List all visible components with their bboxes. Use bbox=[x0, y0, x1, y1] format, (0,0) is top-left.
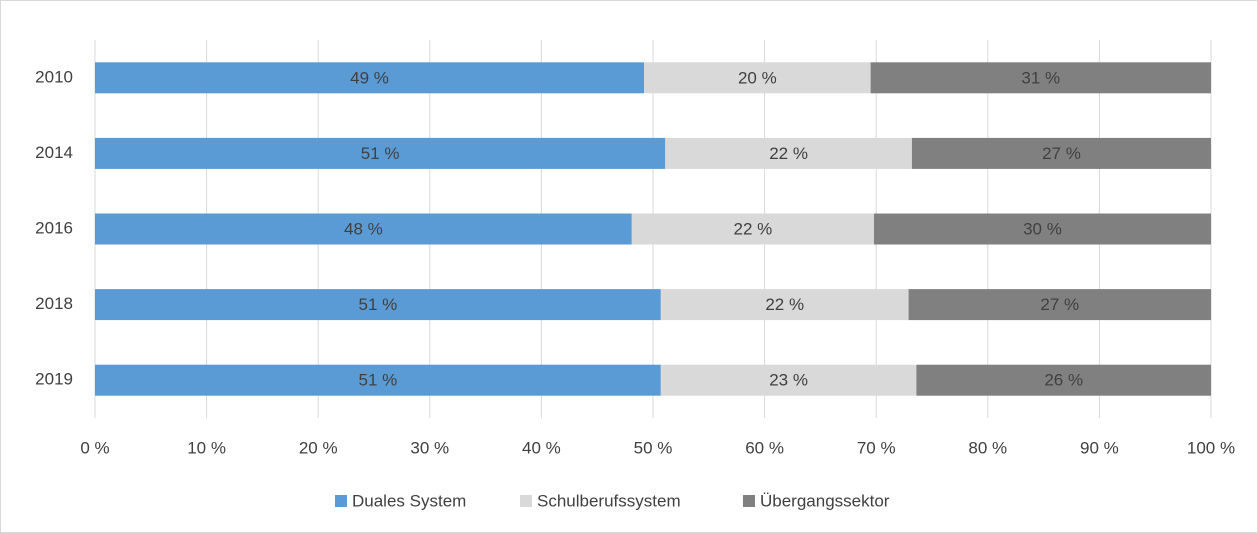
data-label: 22 % bbox=[765, 295, 804, 314]
x-tick-label: 10 % bbox=[187, 438, 226, 457]
x-tick-label: 20 % bbox=[299, 438, 338, 457]
bar-segment bbox=[660, 364, 917, 396]
bar-segment bbox=[916, 364, 1211, 396]
y-tick-label: 2018 bbox=[35, 294, 73, 313]
bar-segment bbox=[911, 137, 1211, 169]
x-tick-label: 40 % bbox=[522, 438, 561, 457]
x-tick-label: 30 % bbox=[410, 438, 449, 457]
bar-segment bbox=[873, 213, 1211, 245]
data-label: 51 % bbox=[361, 144, 400, 163]
legend-swatch bbox=[520, 495, 532, 507]
bar-segment bbox=[95, 62, 645, 94]
bar-segment bbox=[95, 364, 661, 396]
legend-label: Übergangssektor bbox=[760, 491, 890, 510]
legend-label: Schulberufssystem bbox=[537, 491, 681, 510]
x-tick-label: 100 % bbox=[1187, 438, 1235, 457]
bar-segment bbox=[95, 213, 632, 245]
bar-segment bbox=[631, 213, 874, 245]
data-label: 48 % bbox=[344, 219, 383, 238]
data-label: 23 % bbox=[769, 371, 808, 390]
x-tick-label: 90 % bbox=[1080, 438, 1119, 457]
bar-segment bbox=[665, 137, 912, 169]
x-tick-label: 0 % bbox=[80, 438, 109, 457]
data-label: 22 % bbox=[734, 219, 773, 238]
x-tick-label: 60 % bbox=[745, 438, 784, 457]
y-tick-label: 2016 bbox=[35, 218, 73, 237]
data-label: 26 % bbox=[1044, 371, 1083, 390]
x-tick-label: 80 % bbox=[968, 438, 1007, 457]
legend-swatch bbox=[743, 495, 755, 507]
bar-segment bbox=[660, 289, 909, 321]
y-tick-label: 2019 bbox=[35, 370, 73, 389]
x-tick-label: 70 % bbox=[857, 438, 896, 457]
legend-swatch bbox=[335, 495, 347, 507]
data-label: 31 % bbox=[1021, 68, 1060, 87]
data-label: 27 % bbox=[1040, 295, 1079, 314]
y-tick-label: 2014 bbox=[35, 143, 73, 162]
x-tick-label: 50 % bbox=[634, 438, 673, 457]
data-label: 22 % bbox=[769, 144, 808, 163]
legend-label: Duales System bbox=[352, 491, 466, 510]
data-label: 20 % bbox=[738, 68, 777, 87]
bar-segment bbox=[870, 62, 1211, 94]
data-label: 49 % bbox=[350, 68, 389, 87]
y-tick-label: 2010 bbox=[35, 67, 73, 86]
bar-segment bbox=[644, 62, 871, 94]
data-label: 27 % bbox=[1042, 144, 1081, 163]
data-label: 51 % bbox=[359, 371, 398, 390]
bar-segment bbox=[908, 289, 1211, 321]
data-label: 30 % bbox=[1023, 219, 1062, 238]
bar-segment bbox=[95, 137, 666, 169]
data-label: 51 % bbox=[359, 295, 398, 314]
bar-segment bbox=[95, 289, 661, 321]
